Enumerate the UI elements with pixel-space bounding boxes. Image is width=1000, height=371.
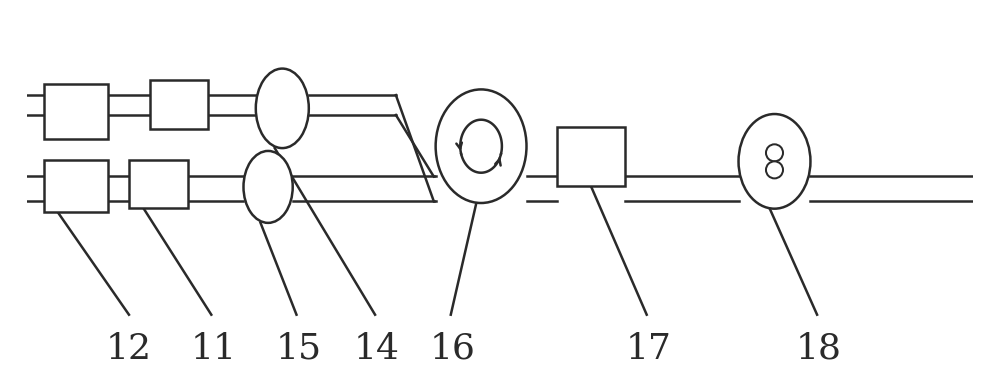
Text: 11: 11 bbox=[190, 332, 236, 366]
Text: 17: 17 bbox=[626, 332, 672, 366]
Text: 12: 12 bbox=[106, 332, 152, 366]
Text: 15: 15 bbox=[275, 332, 321, 366]
Ellipse shape bbox=[256, 69, 309, 148]
Bar bbox=[557, 127, 625, 186]
Bar bbox=[44, 160, 108, 213]
Ellipse shape bbox=[436, 89, 527, 203]
Text: 16: 16 bbox=[430, 332, 476, 366]
Ellipse shape bbox=[243, 151, 293, 223]
Text: 18: 18 bbox=[796, 332, 842, 366]
Ellipse shape bbox=[766, 161, 783, 178]
Bar bbox=[150, 80, 208, 129]
Text: 14: 14 bbox=[354, 332, 400, 366]
Ellipse shape bbox=[739, 114, 810, 209]
Bar bbox=[44, 84, 108, 139]
Bar bbox=[129, 160, 188, 208]
Ellipse shape bbox=[766, 144, 783, 161]
